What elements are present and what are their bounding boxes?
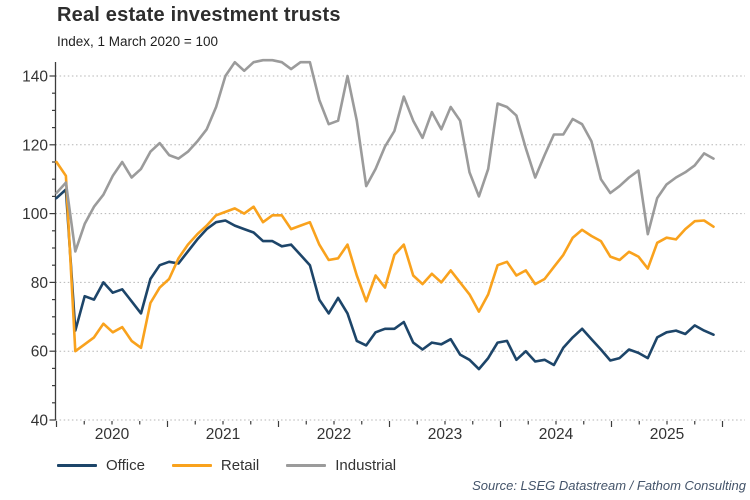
axis-tick-labels: 40 60 80 100 120 140 2020 2021 2022 2023 2024 2025 — [22, 69, 684, 444]
x-tick-label: 2021 — [206, 426, 240, 443]
x-tick-label: 2020 — [95, 426, 130, 443]
y-tick-label: 100 — [22, 206, 48, 223]
legend-swatch-industrial — [286, 464, 327, 467]
y-tick-label: 140 — [22, 69, 48, 86]
legend-swatch-office — [57, 464, 97, 467]
y-tick-label: 40 — [31, 413, 49, 430]
source-attribution: Source: LSEG Datastream / Fathom Consult… — [472, 478, 746, 493]
legend-label: Retail — [220, 457, 260, 474]
axes — [49, 62, 724, 427]
chart-legend: Office Retail Industrial — [57, 457, 396, 474]
series-line-industrial — [55, 58, 715, 253]
series-line-office — [55, 188, 715, 371]
legend-item-industrial: Industrial — [286, 457, 396, 474]
x-tick-label: 2025 — [650, 426, 684, 443]
data-series — [55, 58, 715, 371]
x-tick-label: 2022 — [317, 426, 351, 443]
x-tick-label: 2023 — [428, 426, 462, 443]
legend-item-retail: Retail — [171, 457, 260, 474]
chart-title: Real estate investment trusts — [57, 4, 341, 26]
chart-subtitle: Index, 1 March 2020 = 100 — [57, 34, 218, 49]
legend-label: Office — [106, 457, 145, 474]
y-tick-label: 120 — [22, 137, 48, 154]
legend-item-office: Office — [57, 457, 145, 474]
legend-swatch-retail — [171, 464, 212, 467]
legend-label: Industrial — [335, 457, 397, 474]
y-tick-label: 60 — [31, 344, 49, 361]
y-tick-label: 80 — [31, 275, 49, 292]
series-line-retail — [55, 160, 715, 353]
x-tick-label: 2024 — [539, 426, 574, 443]
